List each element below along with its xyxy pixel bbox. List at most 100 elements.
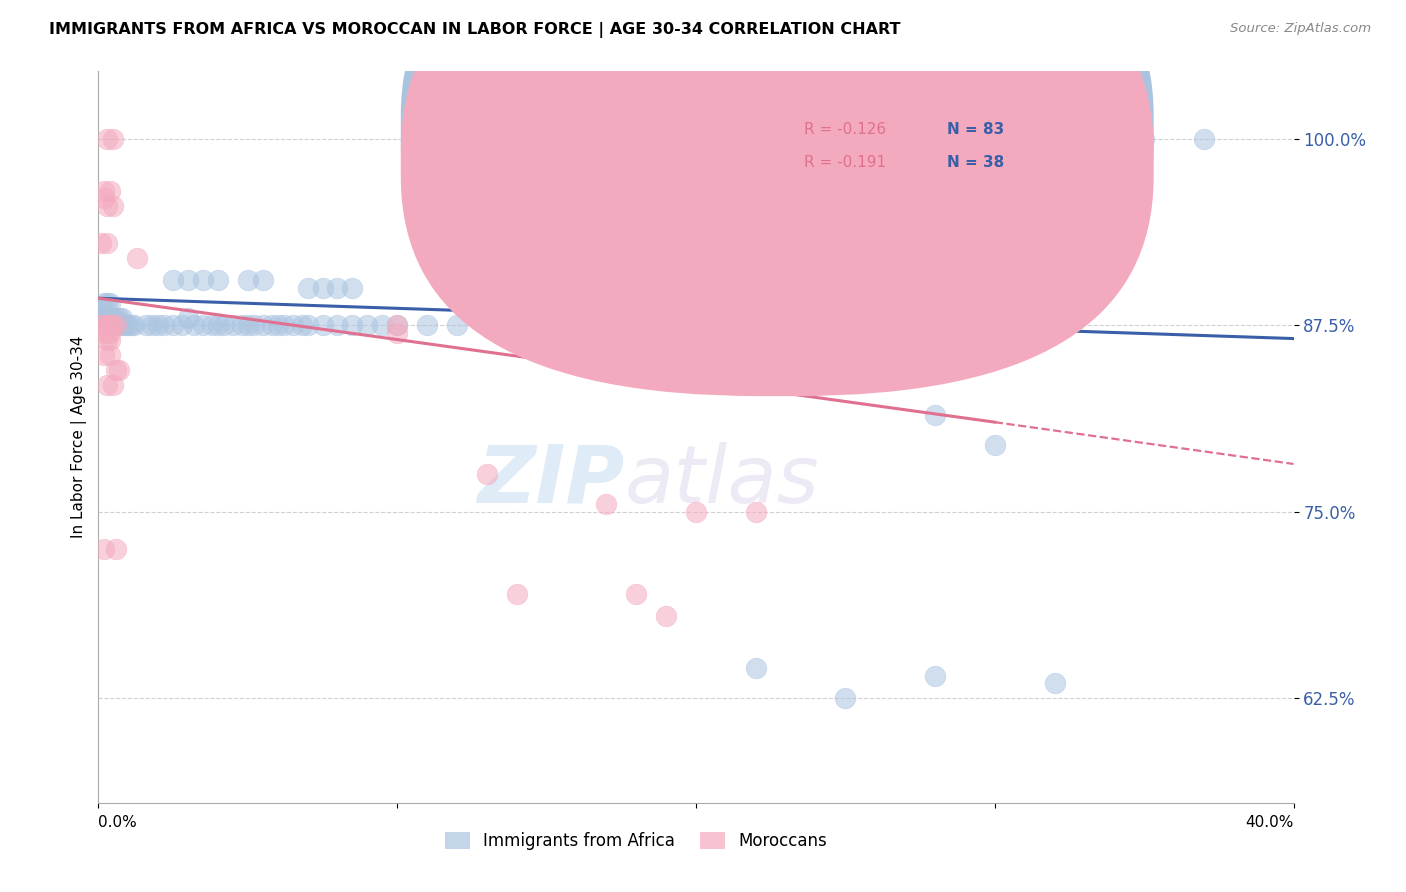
Point: [108, 310, 131, 325]
Point: [626, 318, 648, 332]
FancyBboxPatch shape: [738, 97, 1084, 195]
Point: [98, 295, 122, 310]
Point: [446, 318, 468, 332]
Point: [924, 408, 946, 422]
Text: R = -0.126: R = -0.126: [804, 121, 886, 136]
Point: [834, 691, 856, 706]
Point: [371, 318, 394, 332]
Point: [96, 310, 118, 325]
Y-axis label: In Labor Force | Age 30-34: In Labor Force | Age 30-34: [72, 335, 87, 539]
Point: [98, 348, 122, 362]
Point: [103, 318, 125, 332]
Point: [207, 318, 229, 332]
Point: [90, 318, 112, 332]
FancyBboxPatch shape: [401, 0, 1154, 362]
Point: [93, 318, 115, 332]
Point: [98, 184, 122, 198]
Text: 0.0%: 0.0%: [98, 814, 138, 830]
Point: [148, 318, 170, 332]
Point: [475, 467, 498, 482]
Point: [111, 318, 134, 332]
Point: [117, 318, 139, 332]
Point: [90, 235, 112, 250]
Text: atlas: atlas: [624, 442, 820, 520]
Point: [745, 318, 768, 332]
Point: [984, 437, 1007, 451]
Text: ZIP: ZIP: [477, 442, 624, 520]
Point: [236, 318, 259, 332]
Point: [93, 191, 115, 205]
Point: [127, 251, 149, 265]
Point: [177, 273, 200, 287]
Point: [96, 333, 118, 347]
Point: [506, 587, 529, 601]
Point: [326, 318, 349, 332]
Point: [326, 281, 349, 295]
Text: 40.0%: 40.0%: [1246, 814, 1294, 830]
Point: [114, 318, 136, 332]
Text: N = 83: N = 83: [948, 121, 1004, 136]
Point: [536, 318, 558, 332]
Point: [745, 505, 768, 519]
Point: [191, 273, 214, 287]
Point: [207, 273, 229, 287]
Point: [96, 318, 118, 332]
Point: [212, 318, 235, 332]
Point: [93, 326, 115, 340]
Point: [93, 318, 115, 332]
Point: [98, 318, 122, 332]
Point: [1133, 131, 1156, 145]
Point: [297, 318, 319, 332]
Point: [984, 318, 1007, 332]
Point: [745, 661, 768, 675]
Point: [191, 318, 214, 332]
Point: [385, 318, 409, 332]
Point: [103, 199, 125, 213]
Point: [93, 348, 115, 362]
Point: [1043, 318, 1066, 332]
Point: [96, 131, 118, 145]
Text: IMMIGRANTS FROM AFRICA VS MOROCCAN IN LABOR FORCE | AGE 30-34 CORRELATION CHART: IMMIGRANTS FROM AFRICA VS MOROCCAN IN LA…: [49, 22, 901, 38]
Point: [98, 310, 122, 325]
Point: [111, 310, 134, 325]
Point: [222, 318, 245, 332]
Point: [260, 318, 283, 332]
Point: [281, 318, 304, 332]
Point: [834, 318, 856, 332]
Point: [103, 131, 125, 145]
Point: [626, 587, 648, 601]
Point: [201, 318, 224, 332]
Legend: Immigrants from Africa, Moroccans: Immigrants from Africa, Moroccans: [439, 825, 834, 856]
Point: [252, 273, 274, 287]
Point: [924, 669, 946, 683]
Point: [96, 235, 118, 250]
Text: Source: ZipAtlas.com: Source: ZipAtlas.com: [1230, 22, 1371, 36]
Point: [90, 318, 112, 332]
Point: [98, 326, 122, 340]
Point: [385, 326, 409, 340]
Point: [236, 273, 259, 287]
Point: [655, 609, 678, 624]
Point: [243, 318, 266, 332]
Point: [311, 318, 333, 332]
Point: [685, 318, 707, 332]
Point: [595, 318, 617, 332]
Point: [273, 318, 295, 332]
Point: [342, 318, 364, 332]
Text: N = 38: N = 38: [948, 155, 1004, 170]
Point: [311, 281, 333, 295]
Point: [96, 318, 118, 332]
Point: [120, 318, 142, 332]
Point: [93, 184, 115, 198]
Point: [93, 310, 115, 325]
Point: [685, 228, 707, 243]
Point: [93, 542, 115, 557]
Point: [162, 318, 184, 332]
Point: [356, 318, 378, 332]
Point: [105, 542, 128, 557]
Point: [231, 318, 253, 332]
Point: [183, 318, 205, 332]
Point: [177, 310, 200, 325]
Point: [98, 333, 122, 347]
Point: [172, 318, 194, 332]
